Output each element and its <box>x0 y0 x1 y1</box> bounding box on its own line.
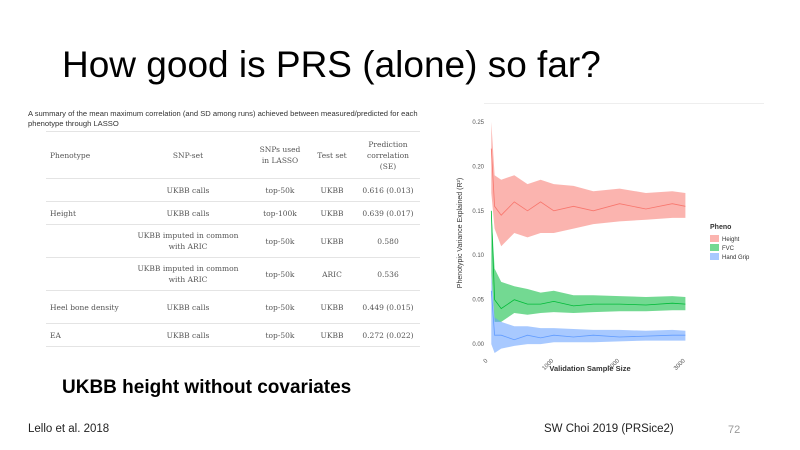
table-cell: top-50k <box>252 323 308 347</box>
table-cell: EA <box>46 323 124 347</box>
chart-svg: 0.000.050.100.150.200.250 1000 2000 3000Val… <box>446 102 766 375</box>
table-cell: 0.616 (0.013) <box>356 178 420 202</box>
table-cell: UKBB <box>308 224 356 258</box>
mean-line-height <box>490 148 686 216</box>
table-cell: 0.536 <box>356 257 420 291</box>
table-cell: UKBB calls <box>124 290 252 324</box>
legend-label: Height <box>722 237 740 243</box>
mean-line-hand-grip <box>490 290 686 341</box>
table-cell: 0.580 <box>356 224 420 258</box>
table-row: UKBB calls top-50k UKBB 0.616 (0.013) <box>46 178 420 202</box>
table-cell: 0.639 (0.017) <box>356 201 420 225</box>
prs-variance-chart: 0.00 0.05 0.10 0.15 0.20 0.25 0 1000 2000 3000 Val… <box>446 102 766 375</box>
y-tick-label: 0.20 <box>472 164 484 170</box>
table-cell: 0.449 (0.015) <box>356 290 420 324</box>
table-cell: UKBB <box>308 323 356 347</box>
table-cell: UKBB imputed in common with ARIC <box>124 257 252 291</box>
table-row: UKBB imputed in common with ARIC top-50k… <box>46 224 420 258</box>
y-axis-label: Phenotypic Variance Explained (R²) <box>457 178 464 288</box>
legend-label: FVC <box>722 246 735 252</box>
table-cell: UKBB calls <box>124 201 252 225</box>
table-cell: 0.272 (0.022) <box>356 323 420 347</box>
x-axis-label: Validation Sample Size <box>549 364 630 373</box>
table-cell: top-50k <box>252 257 308 291</box>
column-header: Phenotype <box>46 131 124 179</box>
y-tick-label: 0.25 <box>472 120 484 126</box>
legend-label: Hand Grip <box>722 255 750 261</box>
y-tick-label: 0.15 <box>472 209 484 215</box>
citation-right: SW Choi 2019 (PRSice2) <box>544 423 674 435</box>
table-row: EA UKBB calls top-50k UKBB 0.272 (0.022) <box>46 323 420 347</box>
y-tick-label: 0.05 <box>472 298 484 304</box>
legend-swatch <box>710 244 719 251</box>
table-cell: UKBB calls <box>124 178 252 202</box>
y-tick-label: 0.10 <box>472 253 484 259</box>
table-cell: top-50k <box>252 224 308 258</box>
column-header: Prediction correlation (SE) <box>356 131 420 179</box>
table-cell: top-50k <box>252 290 308 324</box>
table-cell: Height <box>46 201 124 225</box>
table-caption: A summary of the mean maximum correlatio… <box>28 109 418 128</box>
table-row: Heel bone density UKBB calls top-50k UKB… <box>46 290 420 324</box>
page-number: 72 <box>728 424 741 436</box>
column-header: SNP-set <box>124 131 252 179</box>
table-cell: UKBB calls <box>124 323 252 347</box>
table-cell <box>46 224 124 258</box>
slide-title: How good is PRS (alone) so far? <box>62 44 601 85</box>
table-cell: Heel bone density <box>46 290 124 324</box>
ribbon-fvc <box>491 210 686 322</box>
column-header: SNPs used in LASSO <box>252 131 308 179</box>
ribbon-hand-grip <box>491 273 686 353</box>
y-tick-label: 0.00 <box>472 342 484 348</box>
mean-line-fvc <box>490 210 686 310</box>
table-cell <box>46 257 124 291</box>
table-row: UKBB imputed in common with ARIC top-50k… <box>46 257 420 291</box>
legend-swatch <box>710 253 719 260</box>
summary-table: Phenotype SNP-set SNPs used in LASSO Tes… <box>46 131 420 347</box>
slide-subtitle: UKBB height without covariates <box>62 377 352 398</box>
citation-left: Lello et al. 2018 <box>28 423 110 435</box>
column-header: Test set <box>308 131 356 179</box>
table-cell: UKBB <box>308 178 356 202</box>
ribbon-height <box>491 121 686 247</box>
table-cell: ARIC <box>308 257 356 291</box>
legend-swatch <box>710 235 719 242</box>
x-tick-label: 0 <box>483 358 490 365</box>
table-cell: UKBB imputed in common with ARIC <box>124 224 252 258</box>
table-header-row: Phenotype SNP-set SNPs used in LASSO Tes… <box>46 131 420 179</box>
table-cell: top-50k <box>252 178 308 202</box>
table-cell: UKBB <box>308 290 356 324</box>
table-cell: top-100k <box>252 201 308 225</box>
table-row: Height UKBB calls top-100k UKBB 0.639 (0… <box>46 201 420 225</box>
legend-title: Pheno <box>710 224 731 231</box>
table-cell: UKBB <box>308 201 356 225</box>
table-cell <box>46 178 124 202</box>
